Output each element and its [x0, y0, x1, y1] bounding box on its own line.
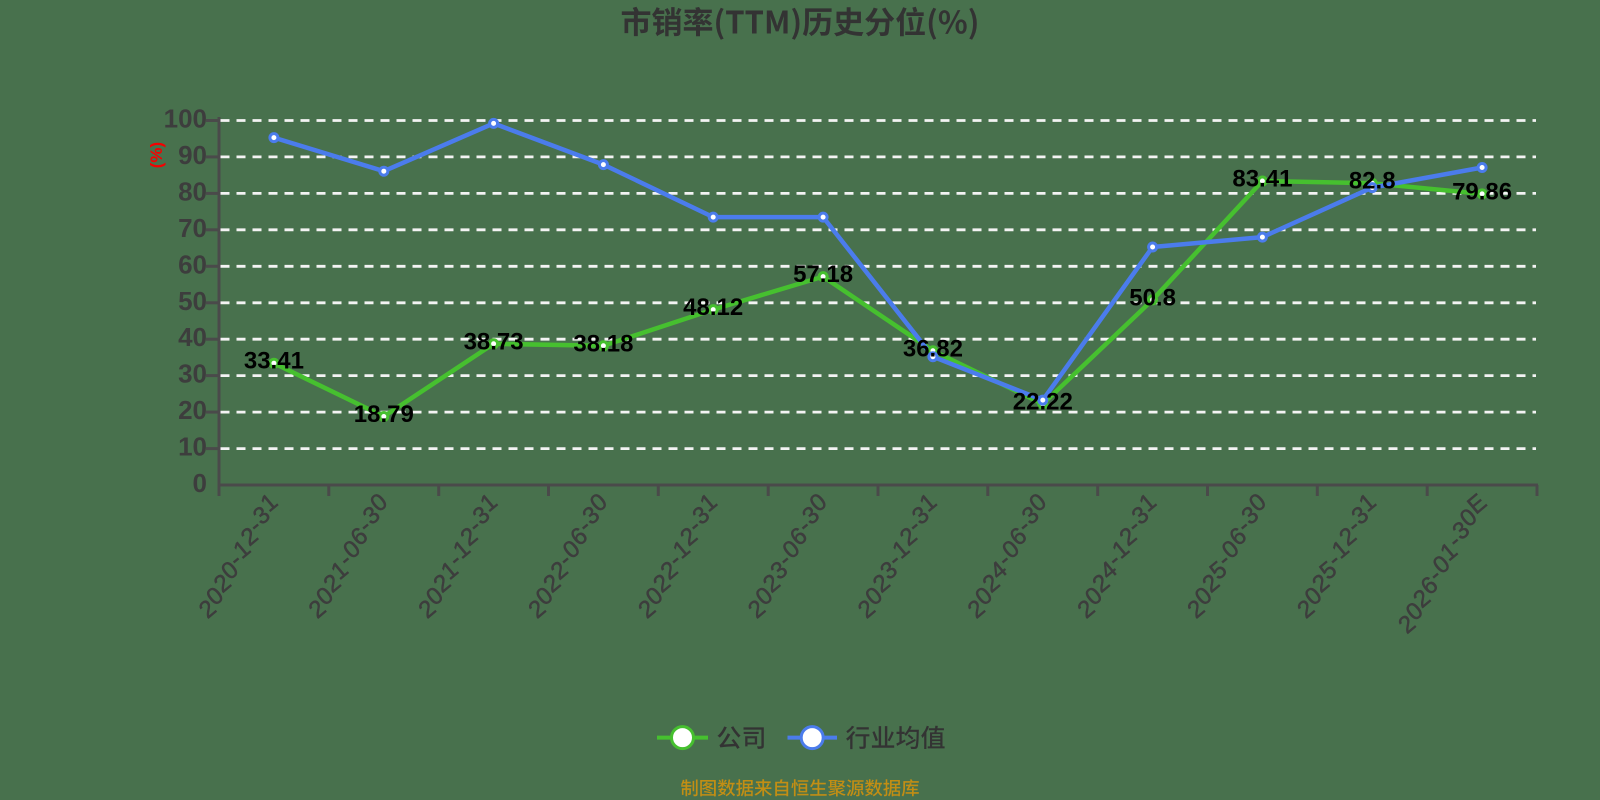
svg-text:38.18: 38.18: [573, 330, 633, 357]
svg-text:100: 100: [164, 104, 207, 134]
svg-text:38.73: 38.73: [464, 328, 524, 355]
svg-text:79.86: 79.86: [1452, 178, 1512, 205]
svg-text:22.22: 22.22: [1013, 389, 1073, 416]
svg-text:80: 80: [178, 176, 207, 206]
svg-text:0: 0: [193, 468, 207, 498]
svg-text:30: 30: [178, 359, 207, 389]
svg-text:60: 60: [178, 249, 207, 279]
svg-text:90: 90: [178, 140, 207, 170]
svg-text:83.41: 83.41: [1232, 166, 1292, 193]
svg-text:48.12: 48.12: [683, 294, 743, 321]
svg-text:(%): (%): [147, 142, 166, 168]
svg-text:50.8: 50.8: [1129, 284, 1176, 311]
svg-text:10: 10: [178, 432, 207, 462]
svg-text:50: 50: [178, 286, 207, 316]
svg-text:20: 20: [178, 395, 207, 425]
svg-text:82.8: 82.8: [1349, 168, 1396, 195]
svg-text:33.41: 33.41: [244, 348, 304, 375]
svg-text:36.82: 36.82: [903, 335, 963, 362]
svg-text:57.18: 57.18: [793, 261, 853, 288]
svg-text:70: 70: [178, 213, 207, 243]
svg-text:40: 40: [178, 322, 207, 352]
svg-text:18.79: 18.79: [354, 401, 414, 428]
